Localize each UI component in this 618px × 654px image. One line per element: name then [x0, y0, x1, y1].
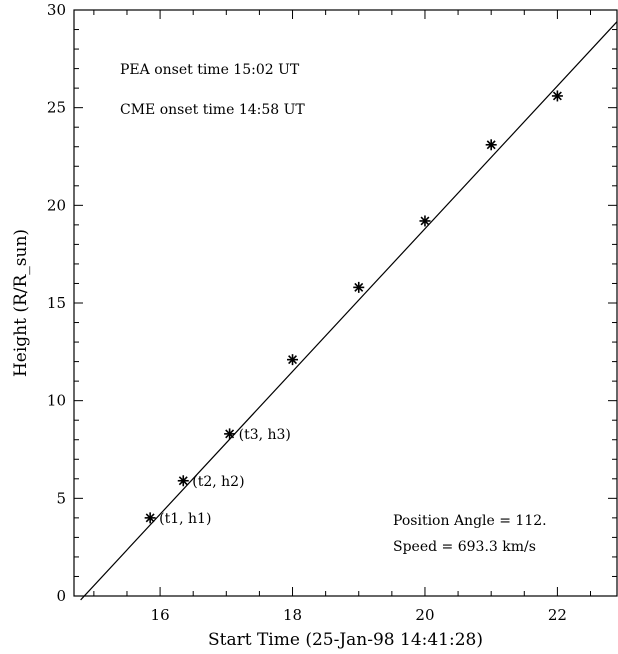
linear-fit-line	[80, 21, 618, 601]
position-angle-annotation: Position Angle = 112.	[393, 513, 547, 529]
y-tick-label: 20	[47, 196, 66, 214]
data-point	[144, 512, 156, 524]
data-point	[419, 215, 431, 227]
data-point	[287, 354, 299, 366]
data-point	[551, 90, 563, 102]
point-label: (t1, h1)	[159, 511, 211, 527]
data-point	[177, 475, 189, 487]
plot-frame	[73, 9, 618, 597]
data-point	[353, 281, 365, 293]
x-tick-label: 22	[548, 606, 567, 624]
y-tick-label: 30	[47, 1, 66, 19]
cme-onset-annotation: CME onset time 14:58 UT	[120, 102, 305, 118]
pea-onset-annotation: PEA onset time 15:02 UT	[120, 62, 300, 78]
y-tick-label: 0	[56, 587, 66, 605]
point-label: (t3, h3)	[239, 427, 291, 443]
point-label: (t2, h2)	[192, 474, 244, 490]
x-tick-label: 18	[283, 606, 302, 624]
data-point	[224, 428, 236, 440]
speed-annotation: Speed = 693.3 km/s	[393, 539, 536, 555]
data-point	[485, 139, 497, 151]
y-tick-label: 10	[47, 392, 66, 410]
y-tick-label: 15	[47, 294, 66, 312]
y-tick-label: 5	[56, 489, 66, 507]
y-axis-title: Height (R/R_sun)	[11, 229, 31, 377]
y-tick-label: 25	[47, 99, 66, 117]
x-axis-title: Start Time (25-Jan-98 14:41:28)	[208, 630, 483, 650]
x-tick-label: 20	[415, 606, 434, 624]
x-tick-label: 16	[151, 606, 170, 624]
